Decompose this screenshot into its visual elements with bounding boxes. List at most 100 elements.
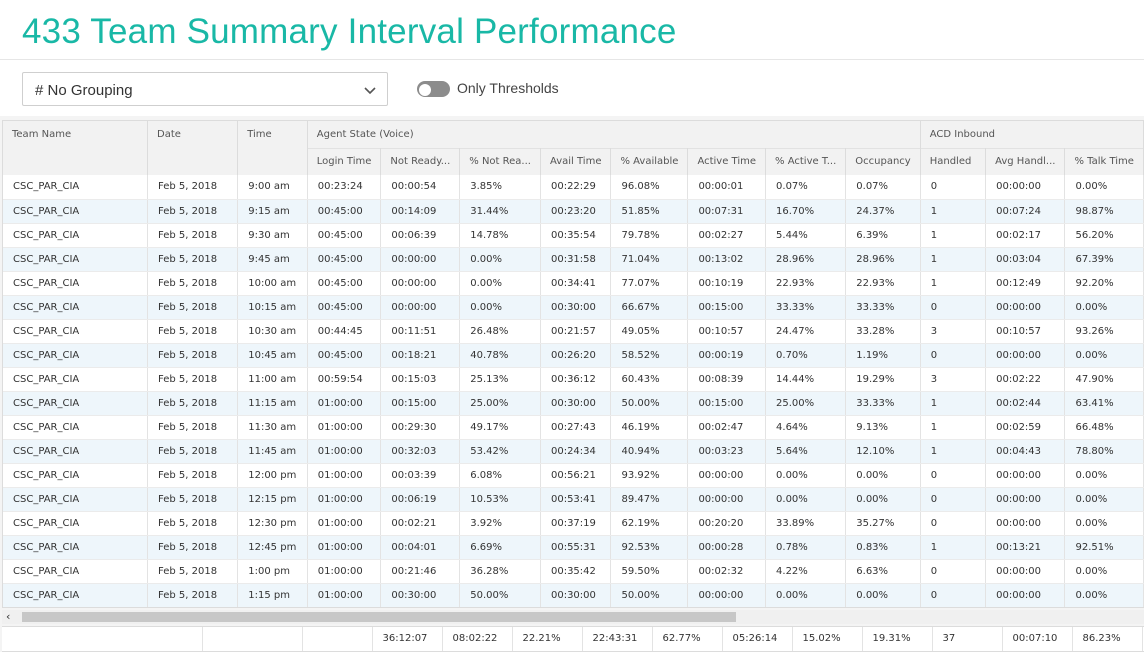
table-cell: Feb 5, 2018	[147, 367, 239, 392]
table-row[interactable]: CSC_PAR_CIA Feb 5, 2018 12:15 pm 01:00:00 00…	[3, 487, 1144, 512]
col-header[interactable]: % Available	[610, 147, 689, 175]
table-row[interactable]: CSC_PAR_CIA Feb 5, 2018 11:15 am 01:00:00 00…	[3, 391, 1144, 416]
table-row[interactable]: CSC_PAR_CIA Feb 5, 2018 12:30 pm 01:00:00 00…	[3, 511, 1144, 536]
table-cell: Feb 5, 2018	[147, 247, 239, 272]
table-cell: 00:04:43	[985, 439, 1066, 464]
table-cell: 25.13%	[459, 367, 541, 392]
col-header[interactable]: Active Time	[687, 147, 767, 175]
horizontal-scrollbar[interactable]: ‹	[2, 610, 1144, 624]
col-header[interactable]: Login Time	[307, 147, 382, 175]
table-row[interactable]: CSC_PAR_CIA Feb 5, 2018 10:45 am 00:45:00 00…	[3, 343, 1144, 368]
table-cell: CSC_PAR_CIA	[3, 439, 148, 464]
table-cell: 00:00:00	[985, 295, 1066, 320]
table-cell: 62.19%	[610, 511, 689, 536]
col-header-team-name[interactable]: Team Name	[3, 121, 148, 175]
table-cell: 0	[920, 463, 987, 488]
table-cell: 00:00:00	[687, 583, 767, 607]
col-header-date[interactable]: Date	[147, 121, 239, 175]
table-row[interactable]: CSC_PAR_CIA Feb 5, 2018 11:00 am 00:59:54 00…	[3, 367, 1144, 392]
table-row[interactable]: CSC_PAR_CIA Feb 5, 2018 11:45 am 01:00:00 00…	[3, 439, 1144, 464]
total-cell: 08:02:22	[442, 627, 513, 651]
toggle-track[interactable]	[417, 81, 450, 97]
table-row[interactable]: CSC_PAR_CIA Feb 5, 2018 1:15 pm 01:00:00 00:…	[3, 583, 1144, 607]
table-cell: 00:36:12	[540, 367, 612, 392]
grouping-select-value: # No Grouping	[35, 82, 133, 99]
total-cell: 36:12:07	[372, 627, 443, 651]
col-header[interactable]: % Talk Time	[1064, 147, 1144, 175]
table-row[interactable]: CSC_PAR_CIA Feb 5, 2018 10:30 am 00:44:45 00…	[3, 319, 1144, 344]
table-cell: 00:00:00	[985, 175, 1066, 200]
table-cell: 77.07%	[610, 271, 689, 296]
table-cell: 00:02:22	[985, 367, 1066, 392]
table-cell: CSC_PAR_CIA	[3, 415, 148, 440]
table-row[interactable]: CSC_PAR_CIA Feb 5, 2018 1:00 pm 01:00:00 00:…	[3, 559, 1144, 584]
col-header[interactable]: Avg Handl...	[985, 147, 1066, 175]
table-cell: 12:00 pm	[237, 463, 308, 488]
scroll-left-icon[interactable]: ‹	[6, 610, 11, 623]
table-cell: 00:21:46	[380, 559, 461, 584]
table-cell: 9:15 am	[237, 199, 308, 224]
table-row[interactable]: CSC_PAR_CIA Feb 5, 2018 10:00 am 00:45:00 00…	[3, 271, 1144, 296]
table-cell: 46.19%	[610, 415, 689, 440]
table-cell: 00:18:21	[380, 343, 461, 368]
table-cell: Feb 5, 2018	[147, 271, 239, 296]
table-cell: Feb 5, 2018	[147, 559, 239, 584]
table-cell: 00:00:00	[985, 463, 1066, 488]
table-cell: 25.00%	[459, 391, 541, 416]
title-divider	[0, 59, 1144, 60]
col-header[interactable]: % Active T...	[765, 147, 847, 175]
col-header[interactable]: % Not Rea...	[459, 147, 541, 175]
table-cell: 0.00%	[1064, 487, 1144, 512]
total-cell: 86.23%	[1072, 627, 1143, 651]
scrollbar-thumb[interactable]	[22, 612, 736, 622]
col-header[interactable]: Avail Time	[540, 147, 612, 175]
table-cell: 00:53:41	[540, 487, 612, 512]
table-cell: 50.00%	[459, 583, 541, 607]
col-header-time[interactable]: Time	[237, 121, 308, 175]
table-cell: 00:37:19	[540, 511, 612, 536]
col-header[interactable]: Not Ready...	[380, 147, 461, 175]
table-cell: 00:00:00	[380, 295, 461, 320]
table-cell: 0	[920, 487, 987, 512]
table-cell: Feb 5, 2018	[147, 343, 239, 368]
table-row[interactable]: CSC_PAR_CIA Feb 5, 2018 10:15 am 00:45:00 00…	[3, 295, 1144, 320]
table-cell: 00:24:34	[540, 439, 612, 464]
table-cell: 01:00:00	[307, 511, 382, 536]
table-cell: CSC_PAR_CIA	[3, 511, 148, 536]
total-cell: 62.77%	[652, 627, 723, 651]
table-cell: 0	[920, 559, 987, 584]
table-row[interactable]: CSC_PAR_CIA Feb 5, 2018 12:00 pm 01:00:00 00…	[3, 463, 1144, 488]
table-cell: 00:02:47	[687, 415, 767, 440]
total-cell: 00:07:10	[1002, 627, 1073, 651]
table-cell: 6.69%	[459, 535, 541, 560]
table-cell: 01:00:00	[307, 463, 382, 488]
table-cell: CSC_PAR_CIA	[3, 319, 148, 344]
table-cell: 0.00%	[459, 247, 541, 272]
col-header[interactable]: Occupancy	[845, 147, 921, 175]
table-cell: 00:30:00	[540, 391, 612, 416]
table-row[interactable]: CSC_PAR_CIA Feb 5, 2018 9:45 am 00:45:00 00:…	[3, 247, 1144, 272]
table-cell: 1	[920, 271, 987, 296]
table-cell: CSC_PAR_CIA	[3, 559, 148, 584]
col-header[interactable]: Handled	[920, 147, 987, 175]
table-cell: 00:06:19	[380, 487, 461, 512]
table-cell: 00:02:59	[985, 415, 1066, 440]
group-header-agent-state: Agent State (Voice)	[307, 121, 921, 148]
table-cell: 00:00:00	[985, 487, 1066, 512]
table-cell: 47.90%	[1064, 367, 1144, 392]
table-row[interactable]: CSC_PAR_CIA Feb 5, 2018 12:45 pm 01:00:00 00…	[3, 535, 1144, 560]
table-cell: 11:45 am	[237, 439, 308, 464]
table-row[interactable]: CSC_PAR_CIA Feb 5, 2018 11:30 am 01:00:00 00…	[3, 415, 1144, 440]
grouping-select[interactable]: # No Grouping	[22, 72, 388, 106]
table-row[interactable]: CSC_PAR_CIA Feb 5, 2018 9:15 am 00:45:00 00:…	[3, 199, 1144, 224]
table-cell: 00:15:03	[380, 367, 461, 392]
table-row[interactable]: CSC_PAR_CIA Feb 5, 2018 9:00 am 00:23:24 00:…	[3, 175, 1144, 200]
table-cell: 1	[920, 247, 987, 272]
table-cell: 35.27%	[845, 511, 921, 536]
table-cell: 71.04%	[610, 247, 689, 272]
table-cell: CSC_PAR_CIA	[3, 295, 148, 320]
table-cell: 10.53%	[459, 487, 541, 512]
table-row[interactable]: CSC_PAR_CIA Feb 5, 2018 9:30 am 00:45:00 00:…	[3, 223, 1144, 248]
total-cell: 22:43:31	[582, 627, 653, 651]
table-cell: 92.53%	[610, 535, 689, 560]
